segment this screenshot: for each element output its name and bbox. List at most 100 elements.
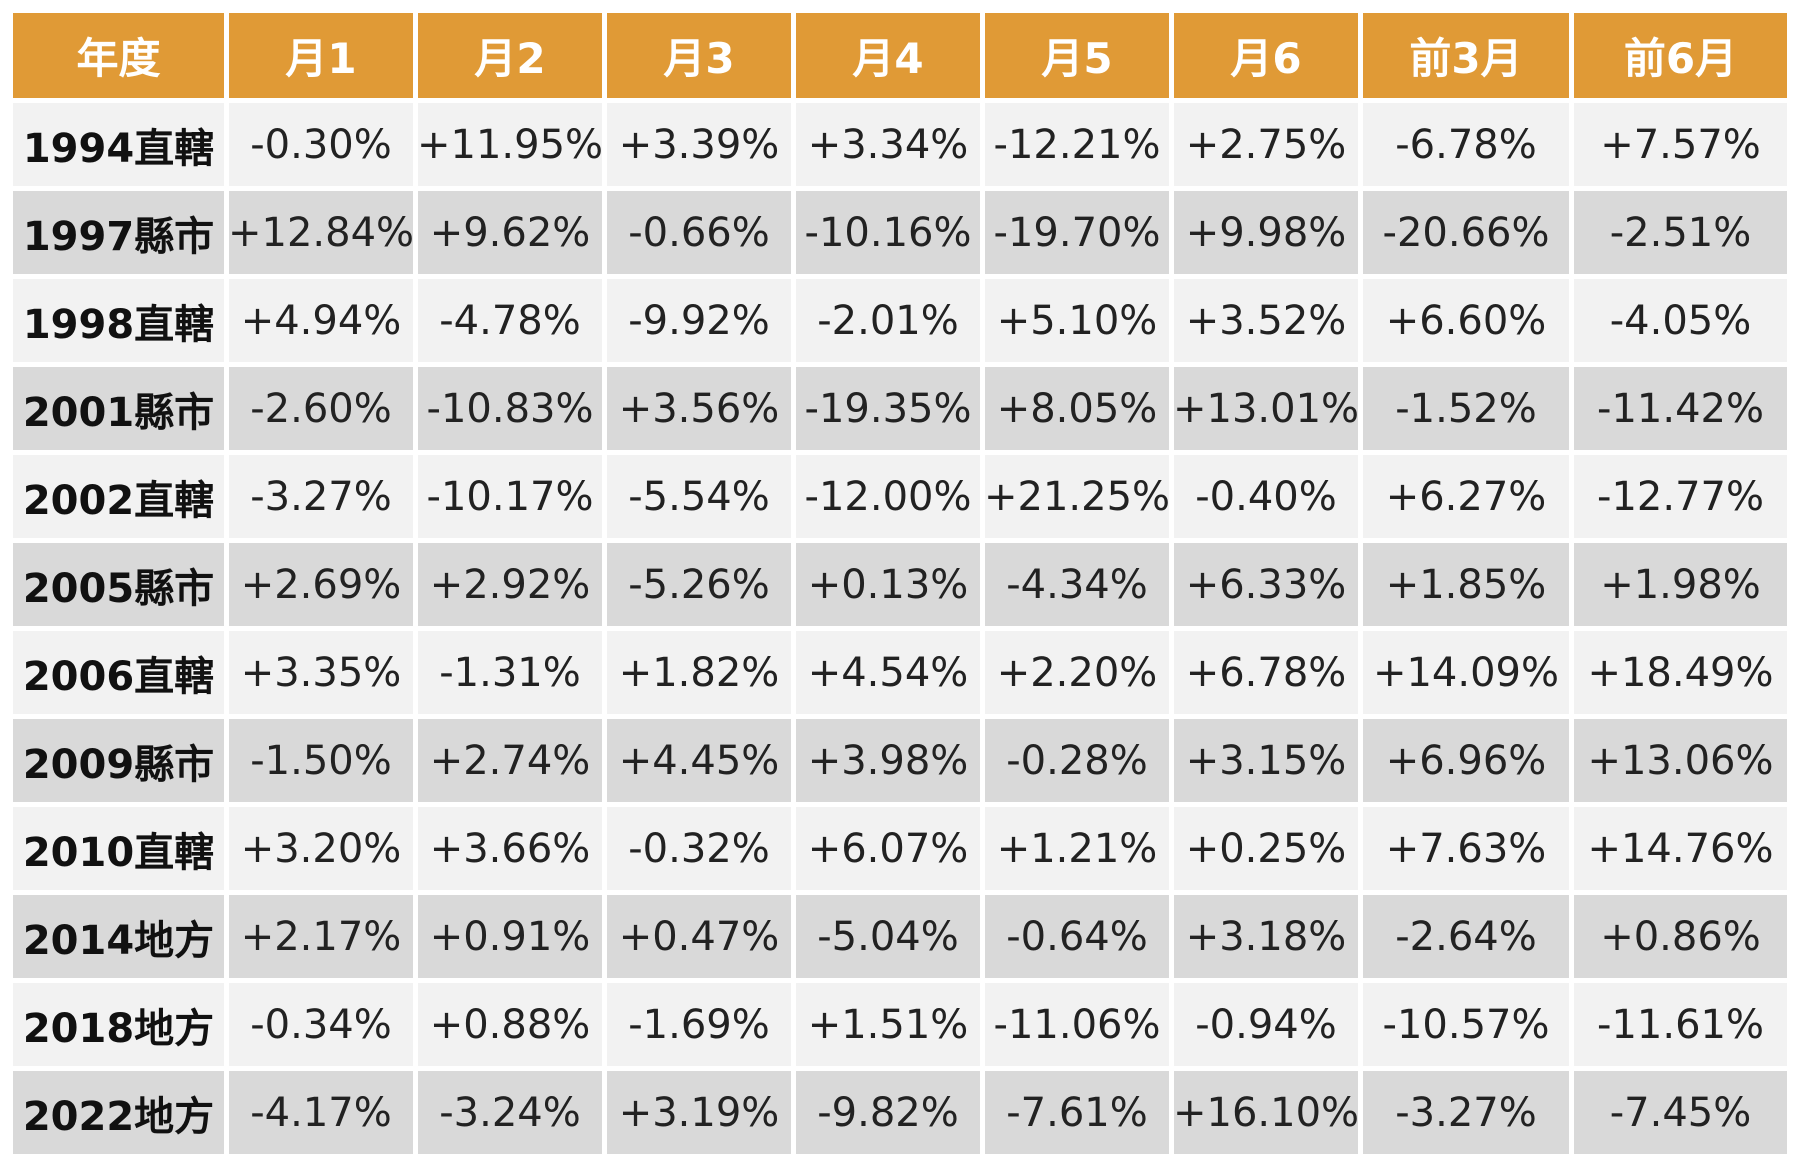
row-year-label: 2014地方	[13, 895, 229, 983]
table-cell: +16.10%	[1173, 1071, 1363, 1159]
table-cell: +14.76%	[1574, 807, 1787, 895]
header-cell: 前6月	[1574, 13, 1787, 103]
table-cell: +6.27%	[1363, 455, 1574, 543]
table-cell: -10.57%	[1363, 983, 1574, 1071]
table-cell: -19.35%	[796, 367, 985, 455]
table-cell: +6.96%	[1363, 719, 1574, 807]
table-cell: -7.45%	[1574, 1071, 1787, 1159]
row-year-label: 1997縣市	[13, 191, 229, 279]
table-cell: -1.69%	[607, 983, 796, 1071]
table-cell: +6.78%	[1174, 631, 1363, 719]
table-cell: +2.69%	[229, 543, 418, 631]
row-year-label: 1994直轄	[13, 103, 229, 191]
table-cell: -4.34%	[985, 543, 1174, 631]
table-cell: -5.54%	[607, 455, 796, 543]
table-cell: +7.63%	[1363, 807, 1574, 895]
table-cell: -11.61%	[1574, 983, 1787, 1071]
table-cell: -1.31%	[418, 631, 607, 719]
table-cell: +3.35%	[229, 631, 418, 719]
table-cell: -1.52%	[1363, 367, 1574, 455]
table-cell: +3.19%	[607, 1071, 796, 1159]
header-cell: 月5	[985, 13, 1174, 103]
row-year-label: 2022地方	[13, 1071, 229, 1159]
header-cell: 月6	[1174, 13, 1363, 103]
table-cell: -3.27%	[1363, 1071, 1574, 1159]
table-cell: +0.91%	[418, 895, 607, 983]
table-cell: +0.47%	[607, 895, 796, 983]
table-cell: -10.16%	[796, 191, 985, 279]
table-cell: +3.56%	[607, 367, 796, 455]
table-cell: +3.20%	[229, 807, 418, 895]
table-cell: +1.85%	[1363, 543, 1574, 631]
row-year-label: 2009縣市	[13, 719, 229, 807]
table-cell: +12.84%	[228, 191, 418, 279]
table-cell: -0.28%	[985, 719, 1174, 807]
table-cell: +3.15%	[1174, 719, 1363, 807]
table-cell: -0.40%	[1174, 455, 1363, 543]
table-cell: -2.60%	[229, 367, 418, 455]
table-cell: -11.42%	[1574, 367, 1787, 455]
table-cell: -12.77%	[1574, 455, 1787, 543]
table-cell: +13.06%	[1574, 719, 1787, 807]
returns-table: 年度 月1 月2 月3 月4 月5 月6 前3月 前6月 1994直轄 -0.30% +11.95% +…	[13, 13, 1787, 1159]
table-cell: +3.18%	[1174, 895, 1363, 983]
table-cell: -10.17%	[418, 455, 607, 543]
table-cell: -5.26%	[607, 543, 796, 631]
table-cell: -3.24%	[418, 1071, 607, 1159]
table-cell: -4.05%	[1574, 279, 1787, 367]
row-year-label: 2006直轄	[13, 631, 229, 719]
header-cell: 月2	[418, 13, 607, 103]
table-cell: -0.66%	[607, 191, 796, 279]
table-cell: +8.05%	[985, 367, 1174, 455]
table-cell: -12.21%	[985, 103, 1174, 191]
table-cell: +3.39%	[607, 103, 796, 191]
row-year-label: 1998直轄	[13, 279, 229, 367]
table-cell: +2.20%	[985, 631, 1174, 719]
table-cell: -0.34%	[229, 983, 418, 1071]
table-cell: -20.66%	[1363, 191, 1574, 279]
table-cell: +2.75%	[1174, 103, 1363, 191]
row-year-label: 2001縣市	[13, 367, 229, 455]
header-year: 年度	[13, 13, 229, 103]
table-cell: -9.92%	[607, 279, 796, 367]
header-cell: 月1	[229, 13, 418, 103]
table-cell: -11.06%	[985, 983, 1174, 1071]
table-cell: -1.50%	[229, 719, 418, 807]
table-cell: +3.52%	[1174, 279, 1363, 367]
table-cell: +0.86%	[1574, 895, 1787, 983]
table-cell: +14.09%	[1363, 631, 1574, 719]
table-cell: +3.66%	[418, 807, 607, 895]
table-cell: +2.74%	[418, 719, 607, 807]
table-cell: -4.17%	[229, 1071, 418, 1159]
table-cell: +1.21%	[985, 807, 1174, 895]
row-year-label: 2005縣市	[13, 543, 229, 631]
table-cell: +4.45%	[607, 719, 796, 807]
table-cell: -0.32%	[607, 807, 796, 895]
table-cell: +1.51%	[796, 983, 985, 1071]
table-cell: -2.01%	[796, 279, 985, 367]
table-cell: +3.34%	[796, 103, 985, 191]
table-cell: -9.82%	[796, 1071, 985, 1159]
table-cell: +3.98%	[796, 719, 985, 807]
header-cell: 前3月	[1363, 13, 1574, 103]
table-cell: +0.25%	[1174, 807, 1363, 895]
table-cell: -12.00%	[796, 455, 985, 543]
table-cell: +9.98%	[1174, 191, 1363, 279]
table-cell: +0.13%	[796, 543, 985, 631]
table-cell: +4.54%	[796, 631, 985, 719]
table-cell: +9.62%	[418, 191, 607, 279]
table-cell: +7.57%	[1574, 103, 1787, 191]
table-cell: -0.30%	[229, 103, 418, 191]
table-cell: -3.27%	[229, 455, 418, 543]
table-cell: -19.70%	[985, 191, 1174, 279]
table-cell: -4.78%	[418, 279, 607, 367]
table-cell: +6.07%	[796, 807, 985, 895]
row-year-label: 2002直轄	[13, 455, 229, 543]
table-cell: +2.92%	[418, 543, 607, 631]
table-cell: -2.51%	[1574, 191, 1787, 279]
table-cell: +1.82%	[607, 631, 796, 719]
table-cell: -0.64%	[985, 895, 1174, 983]
table-cell: +2.17%	[229, 895, 418, 983]
table-cell: -2.64%	[1363, 895, 1574, 983]
table-cell: +6.60%	[1363, 279, 1574, 367]
